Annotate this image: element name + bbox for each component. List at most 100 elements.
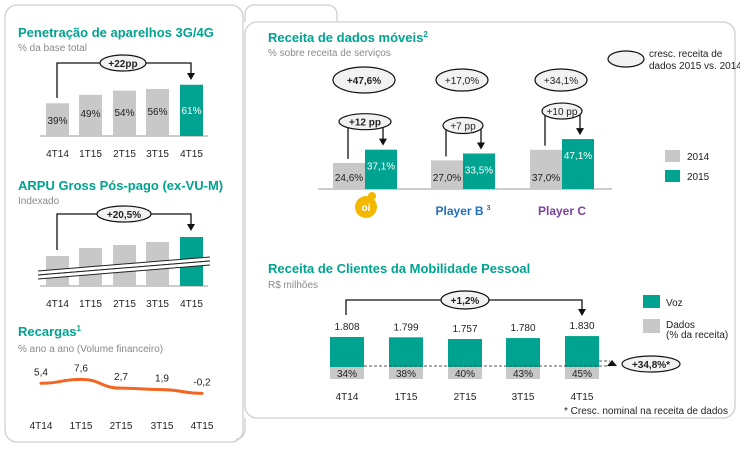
arrow-down-icon — [477, 142, 485, 150]
right-panel-tab — [244, 4, 338, 22]
bar-dados — [389, 367, 423, 379]
x-tick-label: 4T14 — [336, 392, 359, 403]
data-share-label: 34% — [337, 369, 357, 380]
footnote: * Cresc. nominal na receita de dados — [564, 406, 728, 417]
bar-value-label: 49% — [80, 109, 100, 120]
total-label: 1.830 — [569, 321, 594, 332]
x-tick-label: 3T15 — [512, 392, 535, 403]
x-tick-label: 2T15 — [110, 421, 133, 432]
growth-label: +34,1% — [544, 76, 578, 87]
category-name: Player B — [436, 204, 484, 218]
data-share-label: 45% — [572, 369, 592, 380]
chart-subtitle: % da base total — [18, 43, 87, 54]
growth-legend-ellipse — [607, 50, 645, 68]
oi-logo-text: oi — [362, 203, 371, 214]
bar-value-label: 39% — [47, 116, 67, 127]
axis-break — [37, 261, 211, 279]
chart-mobilidade: Receita de Clientes da Mobilidade Pessoa… — [268, 261, 728, 417]
title-superscript: 1 — [77, 324, 82, 333]
legend-swatch-2015 — [665, 170, 680, 182]
legend-swatch-voz — [643, 295, 660, 308]
chart-subtitle: R$ milhões — [268, 280, 318, 291]
pp-change-label: +12 pp — [349, 118, 381, 129]
bar — [113, 90, 136, 136]
category-superscript: 3 — [487, 205, 491, 212]
bar-value-label-2014: 37,0% — [532, 173, 560, 184]
bar-voz — [330, 336, 364, 367]
legend-label-voz: Voz — [666, 298, 683, 309]
data-label: 5,4 — [34, 367, 48, 378]
bar-value-label-2014: 27,0% — [433, 173, 461, 184]
panel-connector — [235, 418, 246, 440]
bar — [46, 103, 69, 136]
x-tick-label: 3T15 — [151, 421, 174, 432]
data-share-label: 38% — [396, 369, 416, 380]
x-tick-label: 2T15 — [454, 392, 477, 403]
arrow-down-icon — [187, 224, 195, 231]
axis-break-line — [37, 256, 211, 272]
x-tick-label: 1T15 — [395, 392, 418, 403]
pp-change-label: +10 pp — [547, 107, 578, 118]
data-growth-label: +34,8%* — [632, 360, 670, 371]
chart-dados-moveis: Receita de dados móveis2 % sobre receita … — [268, 30, 740, 218]
x-tick-label: 4T15 — [180, 149, 203, 160]
bar — [180, 84, 203, 136]
x-tick-label: 4T14 — [30, 421, 53, 432]
arrow-up-icon — [607, 360, 617, 366]
chart-title: Receita de dados móveis2 — [268, 30, 428, 45]
bar-voz — [506, 338, 540, 367]
bar-value-label-2015: 37,1% — [367, 162, 395, 173]
annotation-label-ellipse — [99, 54, 147, 72]
growth-legend-line: dados 2015 vs. 2014 — [649, 61, 740, 72]
arrow-down-icon — [379, 138, 387, 146]
x-tick-label: 4T15 — [571, 392, 594, 403]
arrow-down-icon — [187, 73, 195, 80]
axis-break — [37, 257, 211, 275]
chart-subtitle: % sobre receita de serviços — [268, 48, 391, 59]
x-tick-label: 1T15 — [79, 149, 102, 160]
x-tick-label: 4T15 — [180, 299, 203, 310]
x-tick-label: 2T15 — [113, 149, 136, 160]
bar-value-label-2015: 47,1% — [564, 151, 592, 162]
chart-title: Receita de Clientes da Mobilidade Pessoa… — [268, 261, 530, 276]
growth-legend-line: cresc. receita de — [649, 49, 723, 60]
legend-note-dados: (% da receita) — [666, 330, 728, 341]
category-name: Player C — [538, 204, 586, 218]
legend-label-2014: 2014 — [687, 152, 710, 163]
data-label: -0,2 — [193, 377, 211, 388]
chart-title: Recargas1 — [18, 324, 82, 339]
growth-legend-text: cresc. receita de dados 2015 vs. 2014 — [649, 49, 740, 72]
data-share-label: 43% — [513, 369, 533, 380]
data-growth-label-ellipse — [621, 355, 681, 373]
bar-voz — [389, 337, 423, 367]
title-text: Receita de dados móveis — [268, 30, 423, 45]
x-tick-label: 3T15 — [146, 149, 169, 160]
growth-label: +17,0% — [445, 76, 479, 87]
arrow-down-icon — [576, 128, 584, 136]
pp-change-label: +7 pp — [450, 121, 476, 132]
annotation-label: +20,5% — [107, 210, 141, 221]
annotation-label-ellipse — [96, 205, 152, 223]
bar-2015 — [365, 149, 397, 189]
bar-2015 — [562, 139, 594, 189]
pp-change-label-ellipse — [442, 116, 484, 135]
axis-break-line — [37, 260, 211, 276]
pp-change-label-ellipse — [541, 102, 583, 120]
pp-change-label-ellipse — [338, 113, 392, 131]
x-tick-label: 1T15 — [79, 299, 102, 310]
data-label: 2,7 — [114, 372, 128, 383]
axis-break-line — [37, 264, 211, 280]
x-tick-label: 4T14 — [46, 149, 69, 160]
growth-label-ellipse — [435, 68, 489, 92]
bar-2014 — [333, 162, 365, 189]
x-tick-label: 4T14 — [46, 299, 69, 310]
chart-recargas: Recargas1 % ano a ano (Volume financeiro)… — [18, 324, 214, 432]
bar-dados — [565, 367, 599, 379]
oi-logo-circle — [355, 196, 377, 218]
bar-value-label-2015: 33,5% — [465, 165, 493, 176]
legend-label-dados: Dados — [666, 320, 695, 331]
data-label: 1,9 — [155, 374, 169, 385]
bar-value-label: 56% — [147, 107, 167, 118]
